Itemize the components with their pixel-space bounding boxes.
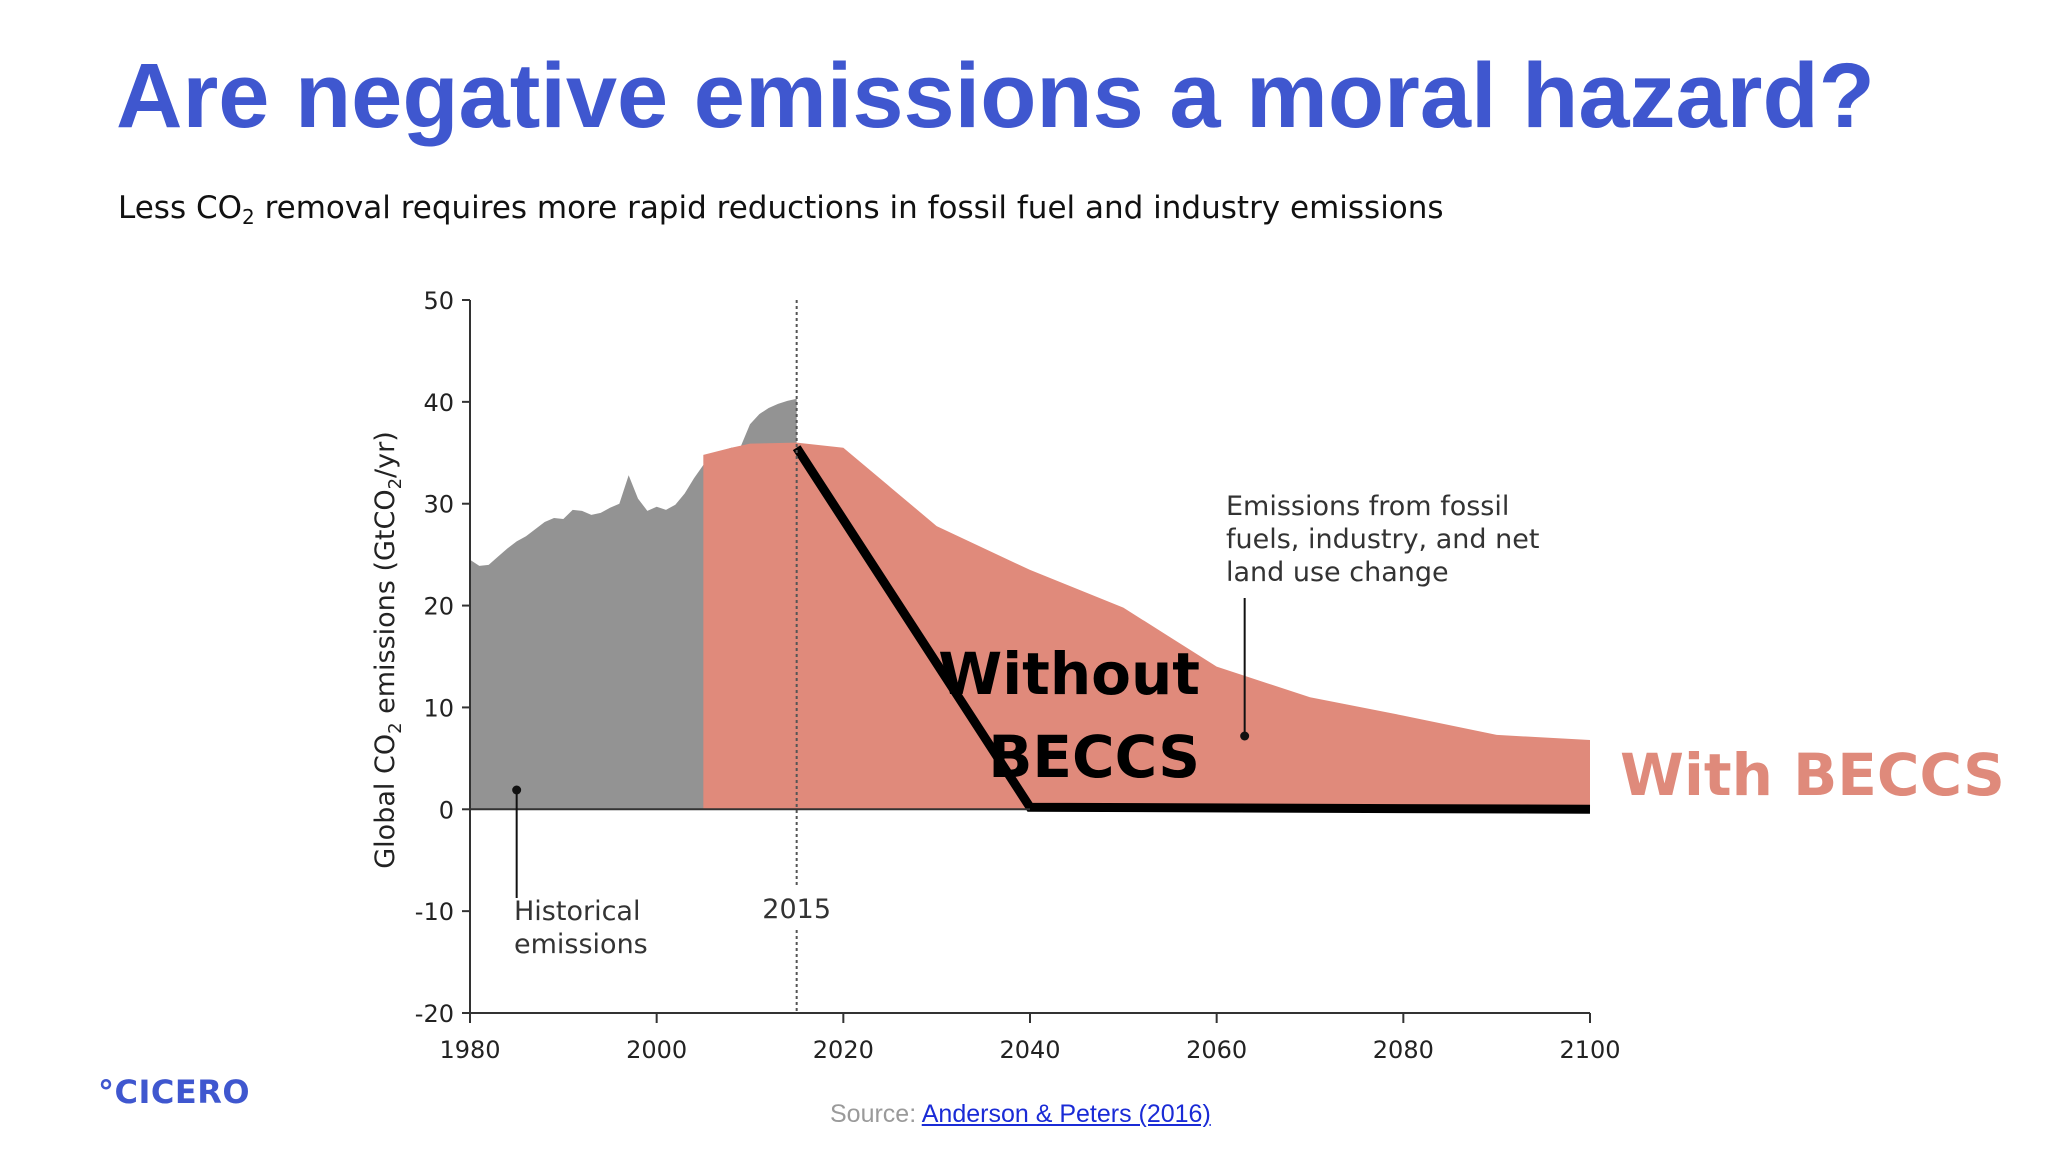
y-axis-label-mid: emissions (GtCO — [370, 489, 401, 722]
source-label: Source: — [830, 1100, 922, 1128]
y-tick-label: 0 — [439, 796, 454, 824]
marker-year-label: 2015 — [762, 894, 831, 925]
with-beccs-label: With BECCS — [1620, 741, 2005, 809]
subtitle-subscript: 2 — [242, 205, 255, 229]
x-tick-label: 2000 — [626, 1036, 687, 1064]
historical-annotation-line: Historical — [514, 896, 640, 927]
fossil-pointer-dot — [1240, 731, 1250, 741]
y-axis-label-sub2: 2 — [385, 478, 406, 489]
y-tick-label: 50 — [423, 287, 454, 315]
without-beccs-label-line2: BECCS — [988, 723, 1200, 791]
x-tick-label: 2020 — [813, 1036, 874, 1064]
subtitle-pre: Less CO — [118, 190, 242, 226]
x-tick-label: 2040 — [999, 1036, 1060, 1064]
y-tick-label: -20 — [415, 1000, 454, 1028]
y-axis-label-pre: Global CO — [370, 734, 401, 869]
y-axis-label: Global CO2 emissions (GtCO2/yr) — [370, 431, 406, 869]
y-tick-label: 10 — [423, 694, 454, 722]
fossil-annotation-line: fuels, industry, and net — [1226, 524, 1539, 555]
x-tick-label: 2100 — [1559, 1036, 1620, 1064]
subtitle-post: removal requires more rapid reductions i… — [254, 190, 1444, 226]
cicero-logo: °CICERO — [98, 1073, 251, 1111]
source-citation: Source: Anderson & Peters (2016) — [830, 1100, 1211, 1129]
source-link[interactable]: Anderson & Peters (2016) — [921, 1100, 1211, 1128]
y-axis-label-sub: 2 — [385, 722, 406, 733]
x-tick-label: 2060 — [1186, 1036, 1247, 1064]
y-tick-label: 40 — [423, 389, 454, 417]
historical-annotation-line: emissions — [514, 929, 648, 960]
y-tick-label: 30 — [423, 491, 454, 519]
x-tick-label: 2080 — [1373, 1036, 1434, 1064]
slide-subtitle: Less CO2 removal requires more rapid red… — [118, 190, 1444, 229]
y-tick-label: -10 — [415, 898, 454, 926]
without-beccs-line — [792, 445, 1591, 814]
x-tick-label: 1980 — [439, 1036, 500, 1064]
slide-title: Are negative emissions a moral hazard? — [116, 45, 1875, 147]
fossil-annotation-line: Emissions from fossil — [1226, 491, 1509, 522]
y-axis-label-end: /yr) — [370, 431, 401, 478]
y-tick-label: 20 — [423, 593, 454, 621]
chart-axes: 50 40 30 20 10 0 -10 -20 1980 2000 2020 2040 2060 208… — [415, 287, 1621, 1064]
with-beccs-area — [703, 442, 1590, 810]
fossil-annotation-line: land use change — [1226, 557, 1449, 588]
chart-areas — [470, 398, 1591, 814]
without-beccs-label-line1: Without — [938, 640, 1200, 708]
